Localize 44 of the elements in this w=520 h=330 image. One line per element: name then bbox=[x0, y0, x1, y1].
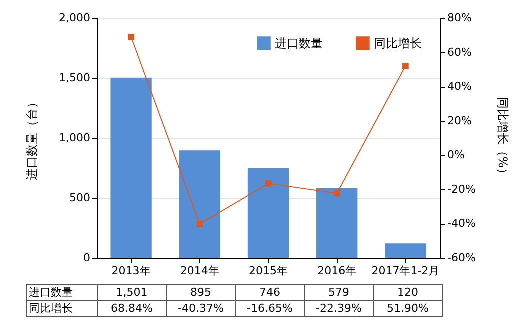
bar bbox=[110, 78, 152, 258]
data-label: -22.39% bbox=[304, 300, 374, 316]
bar bbox=[179, 150, 220, 258]
y2-tick-label: -60% bbox=[448, 252, 476, 264]
data-label: 51.90% bbox=[374, 300, 442, 316]
point bbox=[402, 63, 409, 70]
data-label: 68.84% bbox=[98, 300, 166, 316]
x-tick-label: 2014年 bbox=[180, 264, 220, 278]
x-tick-label: 2013年 bbox=[112, 264, 151, 278]
data-label: 120 bbox=[374, 284, 442, 300]
y-tick-label: 500 bbox=[70, 192, 90, 204]
legend-label: 进口数量 bbox=[275, 36, 323, 50]
data-label: 579 bbox=[304, 284, 374, 300]
bar bbox=[316, 188, 358, 258]
y2-tick-label: -40% bbox=[448, 217, 476, 230]
legend-label: 同比增长 bbox=[374, 36, 422, 50]
y2-tick-label: 60% bbox=[448, 46, 472, 59]
bar bbox=[248, 168, 290, 258]
text: 进口数量 bbox=[29, 286, 73, 298]
y2-tick-label: -20% bbox=[448, 182, 476, 196]
point bbox=[128, 34, 134, 40]
x-tick-label: 2016年 bbox=[318, 264, 357, 278]
x-tick-label: 2015年 bbox=[249, 264, 288, 278]
text: 同比增长 bbox=[29, 302, 73, 314]
y-tick-label: 2,000 bbox=[59, 12, 90, 24]
data-label: 1,501 bbox=[98, 284, 166, 300]
y-tick-label: 0 bbox=[84, 252, 90, 264]
data-label: 746 bbox=[236, 284, 304, 300]
point bbox=[265, 180, 272, 187]
y-tick-label: 1,500 bbox=[59, 72, 90, 84]
y2-tick-label: 0% bbox=[448, 148, 465, 162]
data-label: -40.37% bbox=[166, 300, 236, 316]
bar bbox=[385, 244, 426, 258]
point bbox=[196, 221, 204, 228]
data-label: 895 bbox=[166, 284, 236, 300]
x-tick-label: 2017年1-2月 bbox=[372, 264, 440, 278]
y-axis-title: 进口数量（台） bbox=[25, 96, 40, 180]
point bbox=[334, 190, 340, 197]
y2-tick-label: 20% bbox=[448, 114, 472, 128]
y-tick-label: 1,000 bbox=[59, 132, 90, 144]
y2-tick-label: 80% bbox=[448, 12, 472, 24]
y2-axis-title: 同比增长（%） bbox=[496, 96, 510, 180]
data-label: -16.65% bbox=[236, 300, 304, 316]
y2-tick-label: 40% bbox=[448, 80, 472, 94]
